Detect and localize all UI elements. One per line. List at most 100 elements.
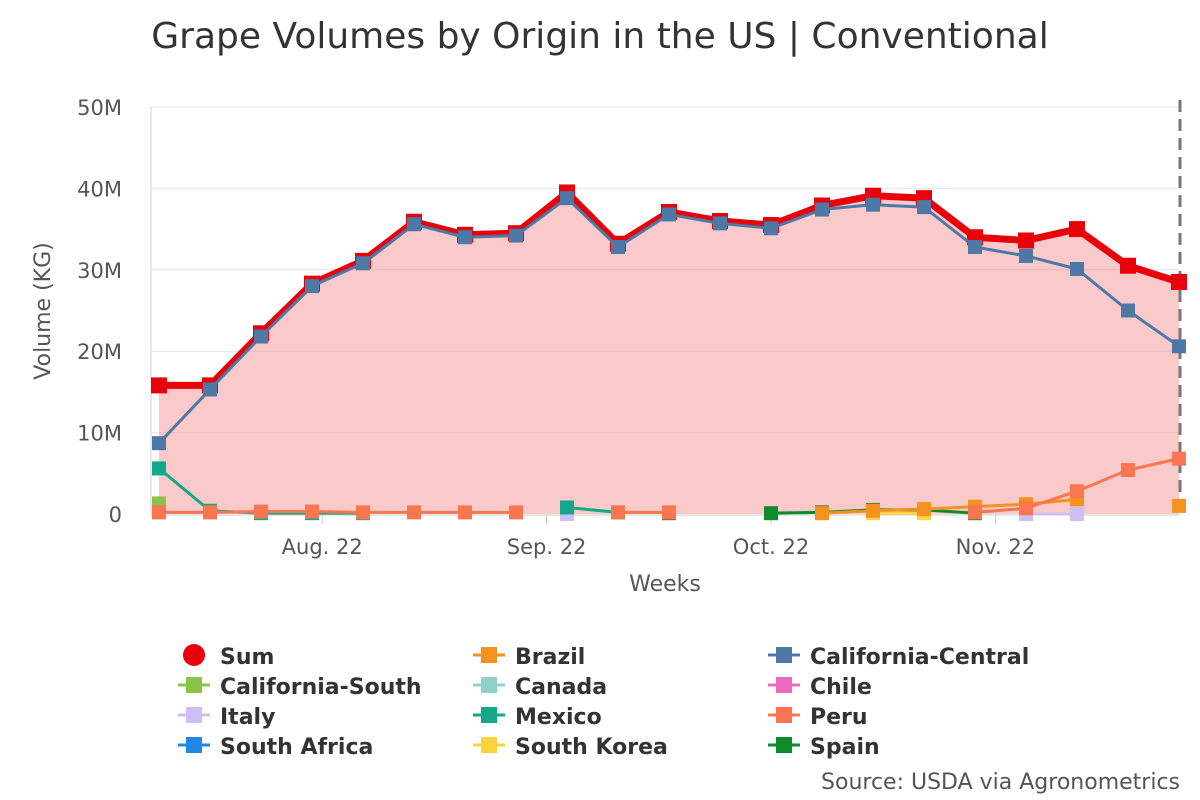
legend-symbol <box>776 647 792 663</box>
series-line <box>565 505 620 514</box>
data-point <box>203 382 217 397</box>
y-tick-label: 0 <box>109 503 122 527</box>
data-point <box>509 505 523 520</box>
legend-label: South Korea <box>515 735 668 760</box>
y-tick-label: 50M <box>77 96 122 120</box>
legend-label: Spain <box>810 735 880 760</box>
data-point <box>1019 501 1033 516</box>
legend-label: South Africa <box>220 735 373 760</box>
y-tick-label: 30M <box>77 259 122 283</box>
data-point <box>866 503 880 518</box>
legend-symbol <box>186 677 202 693</box>
series-california-central <box>152 191 1186 451</box>
data-point <box>764 221 778 236</box>
series-layer <box>151 184 1187 521</box>
legend-symbol <box>776 707 792 723</box>
data-point <box>458 230 472 245</box>
y-axis-title: Volume (KG) <box>31 242 56 379</box>
legend-symbol <box>186 737 202 753</box>
legend-label: Italy <box>220 705 275 730</box>
legend-item-south-africa: South Africa <box>178 735 373 760</box>
legend-label: Chile <box>810 675 872 700</box>
legend-symbol <box>481 647 497 663</box>
chart-title: Grape Volumes by Origin in the US | Conv… <box>151 16 1048 57</box>
data-point <box>1120 257 1136 274</box>
data-point <box>152 436 166 451</box>
y-tick-label: 20M <box>77 340 122 364</box>
legend-symbol <box>481 737 497 753</box>
x-tick-label: Sep. 22 <box>507 535 587 559</box>
y-tick-label: 40M <box>77 177 122 201</box>
sum-area <box>159 192 1179 514</box>
data-point <box>1172 498 1186 513</box>
legend-item-canada: Canada <box>473 675 607 700</box>
series-line <box>820 497 1079 515</box>
data-point <box>611 505 625 520</box>
legend: Sum Brazil California-Central California-So… <box>178 644 1029 760</box>
legend-item-california-central: California-Central <box>768 645 1029 670</box>
legend-symbol <box>186 707 202 723</box>
data-point <box>1070 484 1084 499</box>
data-point <box>356 256 370 271</box>
legend-symbol <box>481 677 497 693</box>
legend-symbol <box>183 644 205 666</box>
data-point <box>1121 463 1135 478</box>
data-point <box>509 228 523 243</box>
legend-item-spain: Spain <box>768 735 880 760</box>
legend-symbol <box>776 677 792 693</box>
legend-item-south-korea: South Korea <box>473 735 668 760</box>
data-point <box>254 504 268 519</box>
data-point <box>151 377 167 394</box>
data-point <box>713 216 727 231</box>
source-note: Source: USDA via Agronometrics <box>821 770 1180 795</box>
legend-label: California-South <box>220 675 422 700</box>
data-point <box>1070 261 1084 276</box>
data-point <box>611 240 625 255</box>
data-point <box>815 506 829 521</box>
data-point <box>764 506 778 521</box>
data-point <box>662 207 676 222</box>
grid: 0 10M 20M 30M 40M 50M <box>77 96 1180 527</box>
legend-label: Brazil <box>515 645 585 670</box>
data-point <box>917 200 931 215</box>
data-point <box>1172 451 1186 466</box>
data-point <box>968 240 982 255</box>
data-point <box>152 461 166 476</box>
y-tick-label: 10M <box>77 422 122 446</box>
data-point <box>1069 221 1085 238</box>
data-point <box>1019 248 1033 263</box>
legend-item-chile: Chile <box>768 675 872 700</box>
data-point <box>1171 274 1187 291</box>
legend-item-italy: Italy <box>178 705 275 730</box>
data-point <box>917 502 931 517</box>
legend-symbol <box>776 737 792 753</box>
data-point <box>458 505 472 520</box>
x-axis-title: Weeks <box>629 572 701 597</box>
data-point <box>968 505 982 520</box>
data-point <box>1121 303 1135 318</box>
data-point <box>1018 232 1034 249</box>
data-point <box>305 279 319 294</box>
data-point <box>1070 507 1084 521</box>
data-point <box>662 505 676 520</box>
data-point <box>560 191 574 206</box>
x-tick-label: Oct. 22 <box>733 535 809 559</box>
legend-label: Canada <box>515 675 607 700</box>
sum-area-fill <box>159 192 1179 514</box>
x-tick-label: Nov. 22 <box>956 535 1035 559</box>
legend-label: Sum <box>220 645 274 670</box>
legend-label: California-Central <box>810 645 1029 670</box>
data-point <box>560 500 574 515</box>
legend-item-peru: Peru <box>768 705 868 730</box>
x-tick-label: Aug. 22 <box>282 535 363 559</box>
legend-label: Peru <box>810 705 868 730</box>
data-point <box>815 202 829 217</box>
data-point <box>407 505 421 520</box>
data-point <box>254 329 268 344</box>
legend-item-brazil: Brazil <box>473 645 585 670</box>
legend-symbol <box>481 707 497 723</box>
data-point <box>203 505 217 520</box>
legend-label: Mexico <box>515 705 602 730</box>
series-peru <box>152 451 1186 520</box>
